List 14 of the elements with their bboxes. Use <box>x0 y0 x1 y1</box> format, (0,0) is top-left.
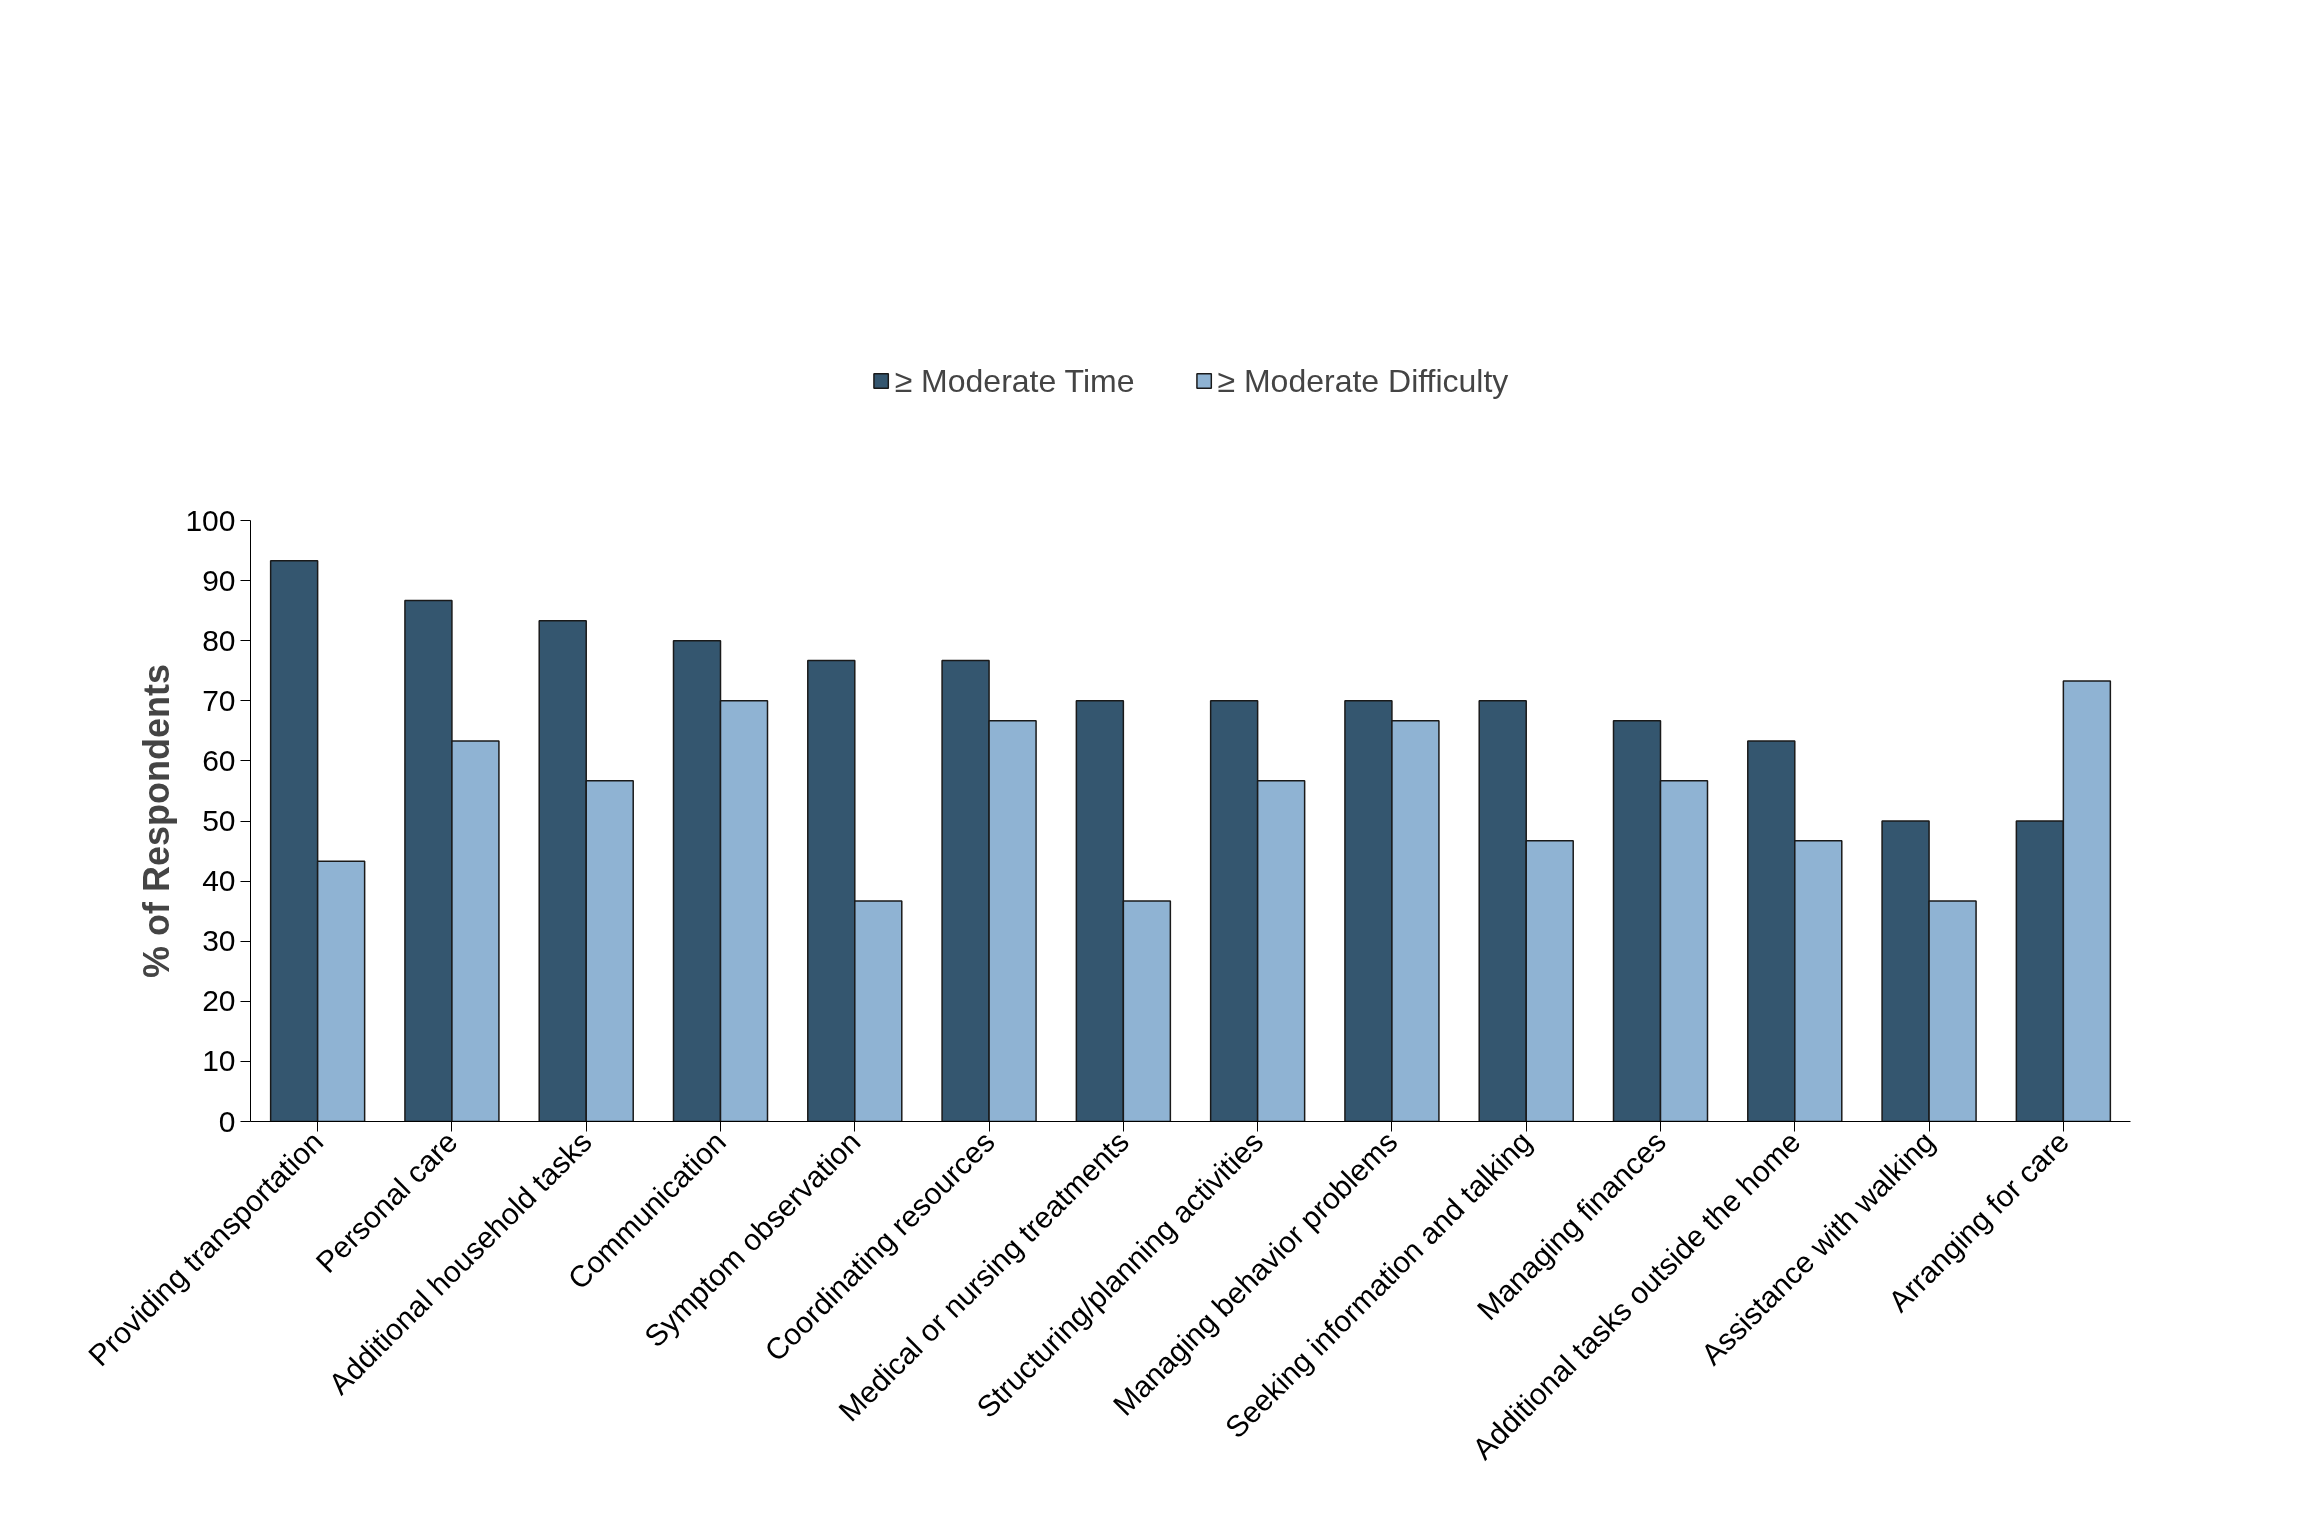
legend-label: ≥ Moderate Time <box>894 362 1135 400</box>
y-tick-label: 10 <box>202 1044 236 1078</box>
y-tick-label: 90 <box>202 563 236 597</box>
y-tick-label: 80 <box>202 623 236 657</box>
y-tick-label: 100 <box>185 503 236 537</box>
y-tick-label: 50 <box>202 804 236 837</box>
y-tick-label: 40 <box>202 864 236 898</box>
y-tick-label: 20 <box>202 984 236 1018</box>
legend-label: ≥ Moderate Difficulty <box>1217 362 1509 400</box>
y-tick-label: 60 <box>202 743 236 777</box>
y-tick-label: 0 <box>218 1104 236 1138</box>
y-tick-label: 30 <box>202 924 236 958</box>
y-tick-label: 70 <box>202 683 236 717</box>
y-axis-title: % of Respondents <box>136 663 178 979</box>
